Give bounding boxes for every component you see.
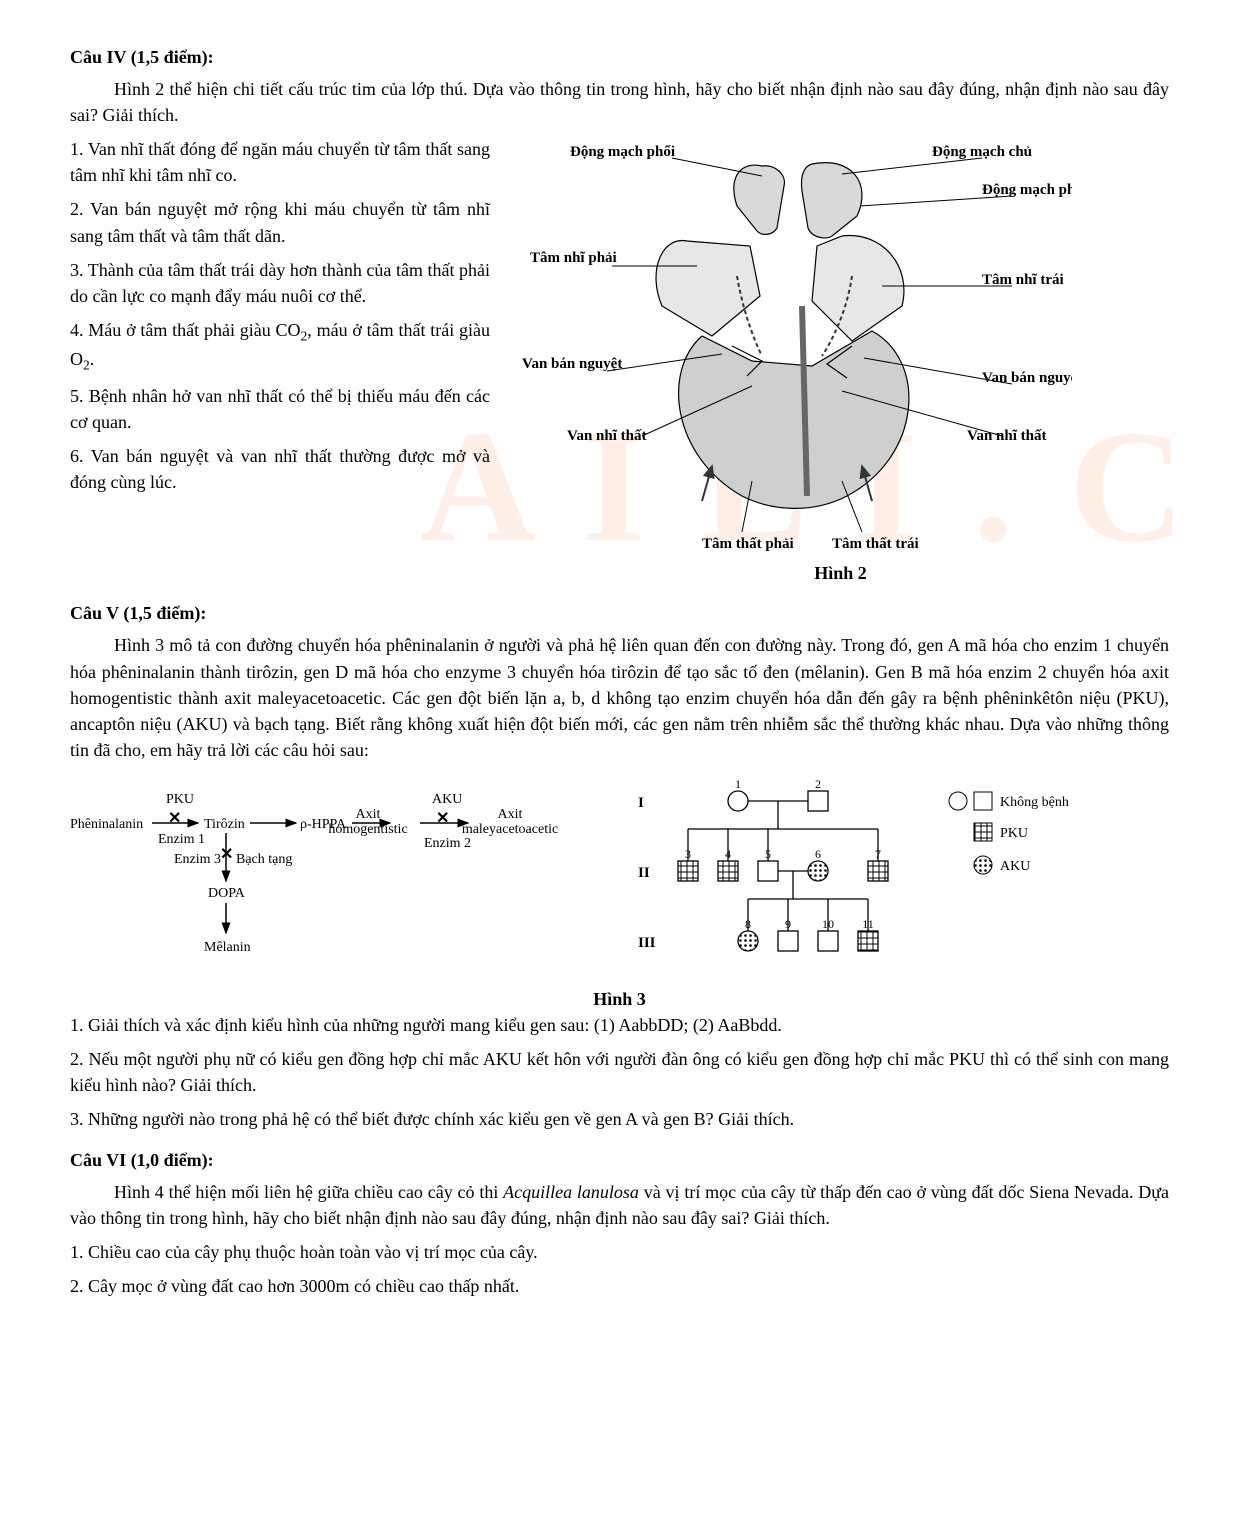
pw-e2: Enzim 2 xyxy=(424,836,471,851)
pedigree-num: 5 xyxy=(765,847,771,861)
pedigree-num: 3 xyxy=(685,847,691,861)
pedigree-diagram: 1 2 3 4 5 6 7 8 9 10 11 I II III Không bệnh PKU AK… xyxy=(618,773,1169,980)
pedigree-male xyxy=(778,931,798,951)
pw-e3: Enzim 3 xyxy=(174,852,221,867)
q4-s6: 6. Van bán nguyệt và van nhĩ thất thường… xyxy=(70,443,490,495)
pedigree-num: 1 xyxy=(735,777,741,791)
pedigree-num: 2 xyxy=(815,777,821,791)
pw-bt: Bạch tạng xyxy=(236,852,292,867)
lbl-vnt-l: Van nhĩ thất xyxy=(567,428,646,444)
q4-s3: 3. Thành của tâm thất trái dày hơn thành… xyxy=(70,257,490,309)
pedigree-male xyxy=(678,861,698,881)
pedigree-num: 11 xyxy=(862,917,874,931)
q5-q2: 2. Nếu một người phụ nữ có kiểu gen đồng… xyxy=(70,1046,1169,1098)
pedigree-male xyxy=(808,791,828,811)
pw-tir: Tirôzin xyxy=(204,817,245,832)
pedigree-female xyxy=(808,861,828,881)
q4-figure-col: Động mạch phổi Động mạch chủ Động mạch p… xyxy=(512,136,1169,586)
gen-I: I xyxy=(638,795,644,811)
pw-phe: Phêninalanin xyxy=(70,817,143,832)
pedigree-male xyxy=(858,931,878,951)
lbl-ttt: Tâm thất trái xyxy=(832,536,919,552)
pathway-diagram: Phêninalanin ✕ PKU Enzim 1 Tirôzin ρ-HPP… xyxy=(70,773,590,980)
lbl-vbn-l: Van bán nguyệt xyxy=(522,356,622,372)
legend-none: Không bệnh xyxy=(1000,795,1069,810)
pedigree-male xyxy=(868,861,888,881)
q4-s5: 5. Bệnh nhân hở van nhĩ thất có thể bị t… xyxy=(70,383,490,435)
pw-axmal-1: Axit xyxy=(498,807,523,822)
fig3-caption: Hình 3 xyxy=(70,986,1169,1012)
cross-icon-3: ✕ xyxy=(220,846,233,863)
pedigree-male xyxy=(818,931,838,951)
q4-statements-col: 1. Van nhĩ thất đóng để ngăn máu chuyển … xyxy=(70,136,490,503)
q4-intro: Hình 2 thể hiện chi tiết cấu trúc tim củ… xyxy=(70,76,1169,128)
q4-s1: 1. Van nhĩ thất đóng để ngăn máu chuyển … xyxy=(70,136,490,188)
pw-e1: Enzim 1 xyxy=(158,832,205,847)
q6-intro-a: Hình 4 thể hiện mối liên hệ giữa chiều c… xyxy=(114,1182,503,1202)
lbl-dmc: Động mạch chủ xyxy=(932,144,1032,160)
q6-s2: 2. Cây mọc ở vùng đất cao hơn 3000m có c… xyxy=(70,1273,1169,1299)
cross-icon-1: ✕ xyxy=(168,810,181,827)
legend-pku: PKU xyxy=(1000,826,1028,841)
pw-aku: AKU xyxy=(432,792,462,807)
sub-2b: 2 xyxy=(83,358,90,373)
page-content: Câu IV (1,5 điểm): Hình 2 thể hiện chi t… xyxy=(70,44,1169,1299)
q6-intro-italic: Acquillea lanulosa xyxy=(503,1182,639,1202)
heart-diagram: Động mạch phổi Động mạch chủ Động mạch p… xyxy=(512,136,1072,556)
q4-s4: 4. Máu ở tâm thất phải giàu CO2, máu ở t… xyxy=(70,317,490,375)
lbl-dmp2: Động mạch phổi xyxy=(982,182,1072,198)
pw-axmal-2: maleyacetoacetic xyxy=(462,822,558,837)
lbl-vnt-r: Van nhĩ thất xyxy=(967,428,1046,444)
pedigree-num: 6 xyxy=(815,847,821,861)
pedigree-num: 8 xyxy=(745,917,751,931)
q6-heading: Câu VI (1,0 điểm): xyxy=(70,1147,1169,1173)
legend-aku: AKU xyxy=(1000,859,1030,874)
pedigree-num: 9 xyxy=(785,917,791,931)
gen-II: II xyxy=(638,865,650,881)
cross-icon-2: ✕ xyxy=(436,810,449,827)
q4-layout-row: 1. Van nhĩ thất đóng để ngăn máu chuyển … xyxy=(70,136,1169,586)
lbl-vbn-r: Van bán nguyệt xyxy=(982,370,1072,386)
lbl-dmp: Động mạch phổi xyxy=(570,144,675,160)
q4-s4a: 4. Máu ở tâm thất phải giàu CO xyxy=(70,320,301,340)
q5-intro: Hình 3 mô tả con đường chuyển hóa phênin… xyxy=(70,632,1169,762)
pw-pku: PKU xyxy=(166,792,194,807)
pedigree-num: 4 xyxy=(725,847,731,861)
q5-q1: 1. Giải thích và xác định kiểu hình của … xyxy=(70,1012,1169,1038)
pw-mel: Mêlanin xyxy=(204,940,251,955)
q5-heading: Câu V (1,5 điểm): xyxy=(70,600,1169,626)
gen-III: III xyxy=(638,935,656,951)
lbl-tnp: Tâm nhĩ phải xyxy=(530,250,617,266)
pedigree-female xyxy=(738,931,758,951)
lbl-ttp: Tâm thất phải xyxy=(702,536,794,552)
pedigree-male xyxy=(758,861,778,881)
q6-s1: 1. Chiều cao của cây phụ thuộc hoàn toàn… xyxy=(70,1239,1169,1265)
pedigree-num: 7 xyxy=(875,847,881,861)
pedigree-male xyxy=(718,861,738,881)
pedigree-num: 10 xyxy=(822,917,834,931)
lbl-tnt: Tâm nhĩ trái xyxy=(982,272,1064,288)
pw-axhom-2: homogentistic xyxy=(328,822,407,837)
pw-axhom-1: Axit xyxy=(356,807,381,822)
q4-s4c: . xyxy=(90,349,95,369)
pedigree-female xyxy=(728,791,748,811)
fig2-caption: Hình 2 xyxy=(512,560,1169,586)
pw-dopa: DOPA xyxy=(208,886,246,901)
q4-heading: Câu IV (1,5 điểm): xyxy=(70,44,1169,70)
q6-intro: Hình 4 thể hiện mối liên hệ giữa chiều c… xyxy=(70,1179,1169,1231)
fig3-row: Phêninalanin ✕ PKU Enzim 1 Tirôzin ρ-HPP… xyxy=(70,773,1169,980)
q4-s2: 2. Van bán nguyệt mở rộng khi máu chuyển… xyxy=(70,196,490,248)
q5-q3: 3. Những người nào trong phả hệ có thể b… xyxy=(70,1106,1169,1132)
